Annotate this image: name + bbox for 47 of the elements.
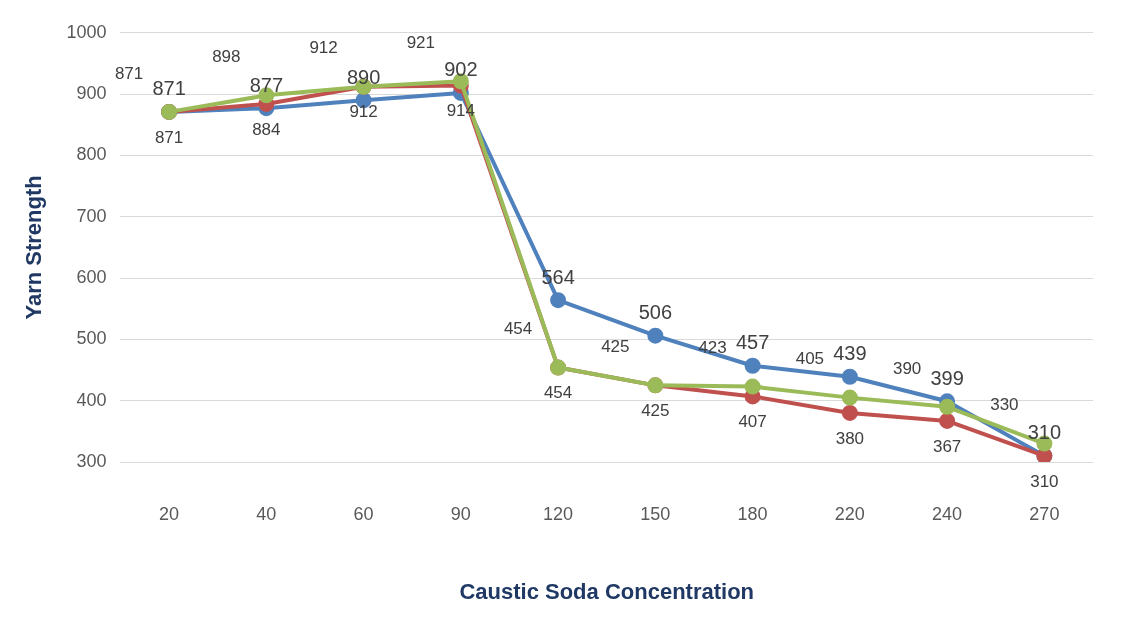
data-label: 399 xyxy=(930,366,964,389)
x-tick-label: 40 xyxy=(256,503,277,524)
x-tick-label: 90 xyxy=(450,503,471,524)
x-axis-title: Caustic Soda Concentration xyxy=(459,578,755,604)
y-tick-label: 1000 xyxy=(66,21,107,42)
x-tick-label: 180 xyxy=(737,503,768,524)
data-label: 877 xyxy=(249,73,284,96)
data-label: 367 xyxy=(932,436,962,456)
y-tick-label: 300 xyxy=(76,450,107,471)
x-tick-label: 60 xyxy=(353,503,374,524)
data-label: 425 xyxy=(601,337,630,357)
data-label: 898 xyxy=(212,47,241,67)
data-label: 310 xyxy=(1027,421,1062,444)
data-label: 506 xyxy=(638,301,673,324)
y-tick-label: 400 xyxy=(76,389,107,410)
y-tick-label: 500 xyxy=(76,328,107,349)
data-label: 439 xyxy=(833,342,867,365)
data-label: 884 xyxy=(252,119,281,139)
data-label: 457 xyxy=(735,331,770,354)
y-tick-label: 700 xyxy=(76,205,107,226)
y-tick-label: 600 xyxy=(76,267,107,288)
y-axis-title: Yarn Strength xyxy=(21,175,47,320)
data-label: 871 xyxy=(154,127,184,147)
data-label: 871 xyxy=(152,77,186,100)
x-tick-label: 240 xyxy=(932,503,963,524)
data-label: 912 xyxy=(349,102,378,122)
data-label: 310 xyxy=(1030,471,1059,491)
x-tick-label: 120 xyxy=(543,503,574,524)
x-tick-label: 20 xyxy=(159,503,180,524)
data-label: 454 xyxy=(543,383,573,403)
data-label: 454 xyxy=(503,319,533,339)
data-label: 912 xyxy=(309,38,338,58)
data-label: 407 xyxy=(738,412,767,432)
data-label: 902 xyxy=(444,58,478,81)
data-label: 921 xyxy=(406,32,436,52)
y-tick-label: 800 xyxy=(76,144,107,165)
data-label: 871 xyxy=(114,63,144,83)
data-label: 405 xyxy=(795,349,825,369)
data-label: 330 xyxy=(990,395,1019,415)
data-label: 380 xyxy=(835,428,865,448)
data-label: 890 xyxy=(346,65,381,88)
data-label: 425 xyxy=(641,401,670,421)
x-tick-label: 220 xyxy=(834,503,865,524)
x-tick-label: 270 xyxy=(1029,503,1060,524)
x-tick-label: 150 xyxy=(640,503,671,524)
data-label: 390 xyxy=(892,358,922,378)
y-tick-label: 900 xyxy=(76,83,107,104)
